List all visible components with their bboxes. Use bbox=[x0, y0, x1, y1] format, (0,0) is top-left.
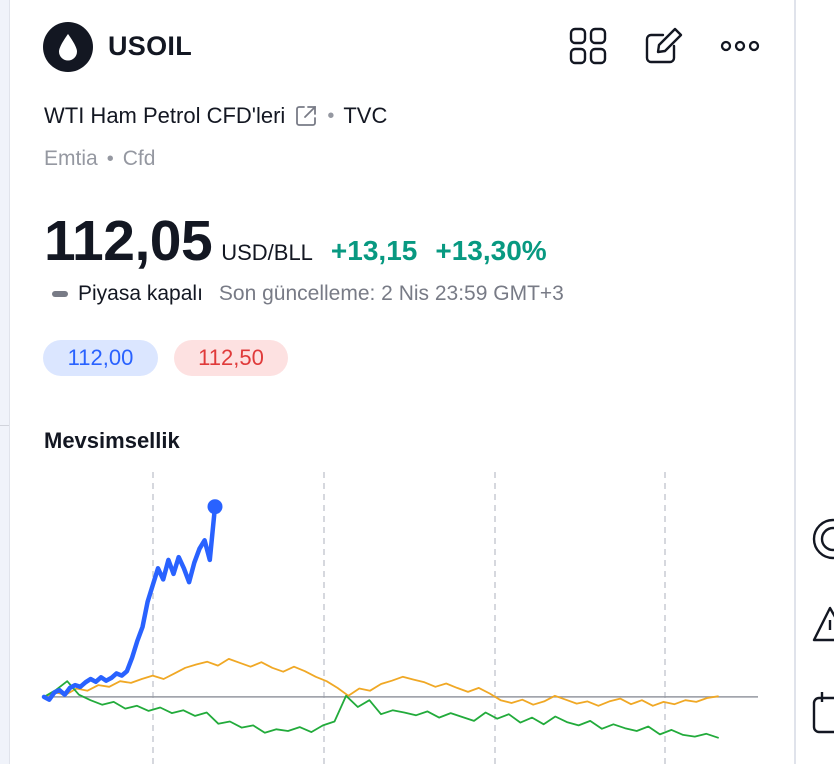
left-panel-border bbox=[9, 0, 10, 764]
edit-note-icon[interactable] bbox=[644, 26, 684, 66]
chart-series-line-1 bbox=[43, 657, 719, 707]
oil-drop-icon bbox=[43, 22, 93, 72]
market-closed-icon bbox=[52, 291, 68, 297]
instrument-description: WTI Ham Petrol CFD'leri • TVC bbox=[44, 103, 387, 129]
chart-series-line-0 bbox=[41, 504, 218, 702]
separator-dot: • bbox=[327, 104, 335, 127]
symbol-title: USOIL bbox=[108, 31, 193, 61]
alert-triangle-icon[interactable] bbox=[808, 602, 834, 652]
price-row: 112,05 USD/BLL +13,15 +13,30% bbox=[44, 208, 547, 274]
instrument-name[interactable]: WTI Ham Petrol CFD'leri bbox=[44, 103, 286, 128]
market-status-row: Piyasa kapalı Son güncelleme: 2 Nis 23:5… bbox=[52, 282, 564, 306]
target-icon[interactable] bbox=[808, 514, 834, 564]
price-change-percent: +13,30% bbox=[435, 235, 547, 266]
chart-series-line-2 bbox=[43, 680, 719, 739]
separator-dot: • bbox=[106, 147, 114, 170]
calendar-icon[interactable] bbox=[808, 688, 834, 738]
price-change: +13,15 bbox=[330, 235, 418, 266]
currency-unit: USD/BLL bbox=[221, 240, 313, 265]
panel-separator[interactable] bbox=[794, 0, 796, 764]
more-dots-icon[interactable] bbox=[720, 26, 760, 66]
left-panel-edge bbox=[0, 0, 9, 764]
seasonality-chart[interactable] bbox=[0, 462, 770, 764]
external-link-icon[interactable] bbox=[294, 104, 318, 128]
category-label[interactable]: Emtia bbox=[44, 147, 98, 170]
instrument-category: Emtia • Cfd bbox=[44, 147, 155, 171]
ask-price-badge[interactable]: 112,50 bbox=[174, 340, 288, 376]
last-update: Son güncelleme: 2 Nis 23:59 GMT+3 bbox=[218, 282, 564, 305]
grid-layout-icon[interactable] bbox=[568, 26, 608, 66]
seasonality-title[interactable]: Mevsimsellik bbox=[44, 428, 180, 453]
chart-last-point bbox=[207, 499, 223, 515]
market-status[interactable]: Piyasa kapalı bbox=[78, 282, 203, 305]
type-label[interactable]: Cfd bbox=[122, 147, 156, 170]
exchange-name: TVC bbox=[343, 103, 388, 128]
crosshair-line bbox=[0, 425, 9, 426]
bid-price-badge[interactable]: 112,00 bbox=[43, 340, 158, 376]
last-price: 112,05 bbox=[44, 209, 213, 273]
